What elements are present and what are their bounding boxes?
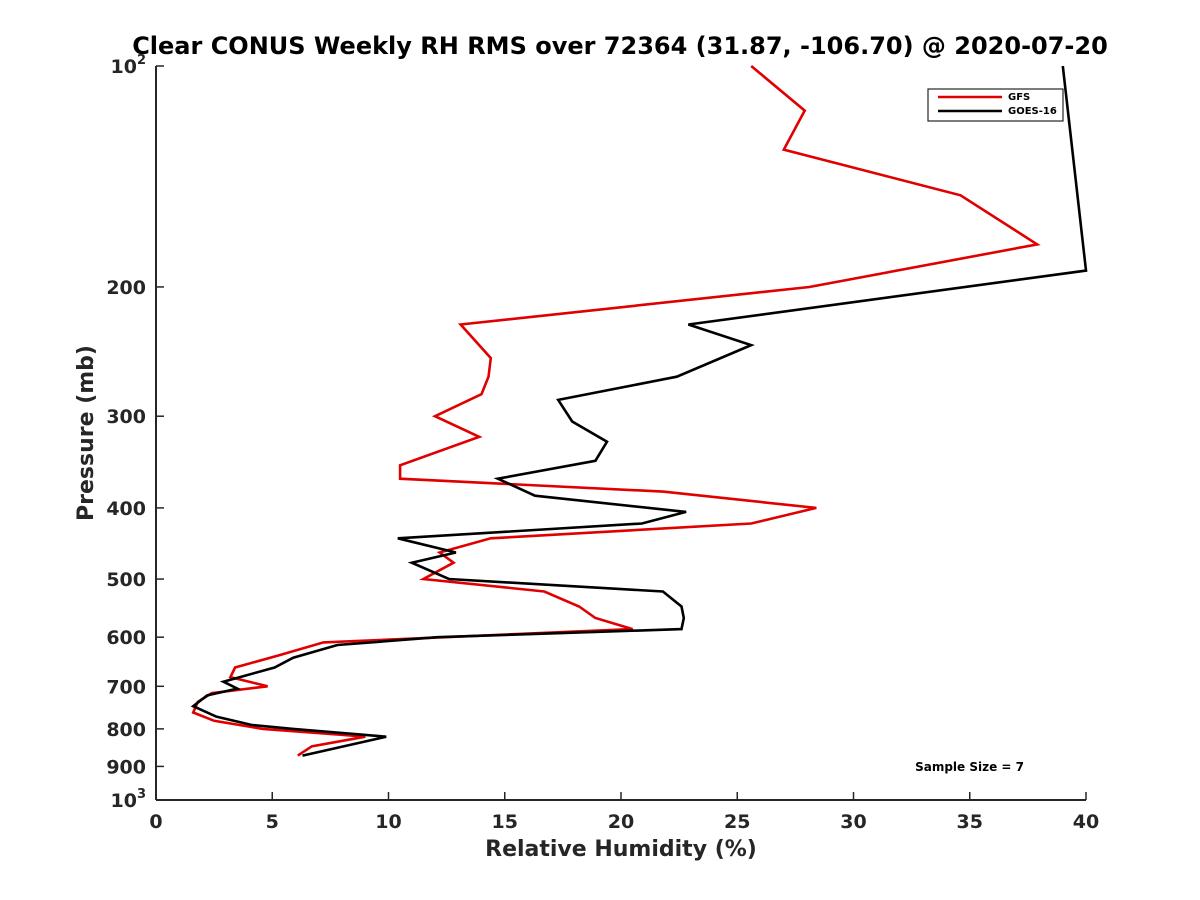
x-tick-label: 40 (1073, 811, 1099, 833)
y-tick-label: 500 (106, 569, 146, 591)
x-ticks: 0 5 10 15 20 25 30 35 40 (149, 792, 1099, 833)
x-tick-label: 0 (149, 811, 162, 833)
x-tick-label: 30 (840, 811, 866, 833)
y-tick-label: 300 (106, 406, 146, 428)
series-line-gfs (191, 65, 1041, 757)
legend-label-gfs: GFS (1008, 92, 1030, 103)
y-tick-label: 700 (106, 676, 146, 698)
series-line-goes-16 (190, 65, 1088, 757)
x-tick-label: 35 (957, 811, 983, 833)
y-tick-label: 900 (106, 756, 146, 778)
x-tick-label: 15 (492, 811, 518, 833)
y-tick-base: 10 (111, 790, 137, 812)
y-tick-label: 103 (111, 787, 147, 812)
y-tick-label: 600 (106, 627, 146, 649)
x-axis-label: Relative Humidity (%) (485, 837, 757, 862)
y-tick-exponent: 2 (137, 53, 146, 68)
y-tick-base: 10 (111, 56, 137, 78)
legend-label-goes16: GOES-16 (1008, 106, 1057, 117)
y-tick-label: 102 (111, 53, 147, 78)
y-tick-label: 400 (106, 498, 146, 520)
series-layer (190, 65, 1088, 757)
x-tick-label: 25 (724, 811, 750, 833)
legend: GFS GOES-16 (927, 88, 1064, 122)
x-tick-label: 20 (608, 811, 634, 833)
sample-size-annotation: Sample Size = 7 (915, 760, 1024, 774)
x-tick-label: 10 (375, 811, 401, 833)
y-axis-label: Pressure (mb) (74, 345, 99, 521)
x-tick-label: 5 (266, 811, 279, 833)
y-tick-label: 200 (106, 277, 146, 299)
legend-box (927, 88, 1064, 122)
y-tick-label: 800 (106, 719, 146, 741)
y-tick-exponent: 3 (137, 787, 146, 802)
chart-title: Clear CONUS Weekly RH RMS over 72364 (31… (132, 32, 1108, 60)
